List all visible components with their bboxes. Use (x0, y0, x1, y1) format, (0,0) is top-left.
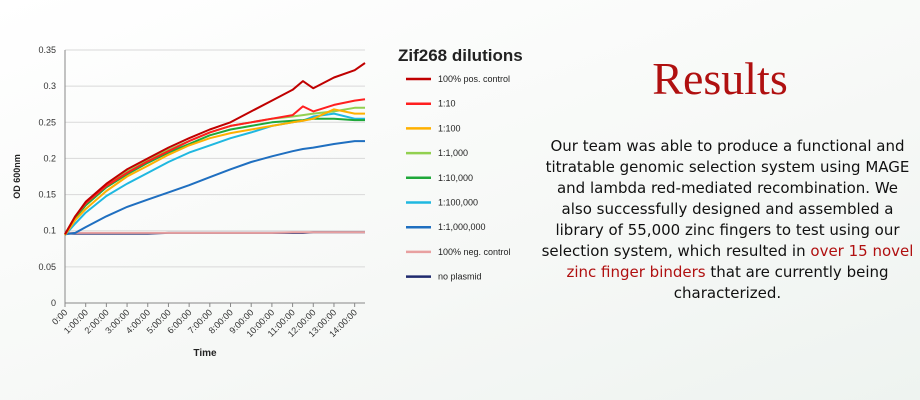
y-tick-label: 0.25 (38, 117, 56, 127)
legend-label: 1:10 (438, 99, 456, 109)
series-line (64, 62, 366, 235)
legend-label: 1:100,000 (438, 198, 478, 208)
series-line (64, 140, 365, 236)
series-line (64, 117, 365, 236)
legend-label: 1:100 (438, 123, 461, 133)
paragraph-text: Our team was able to produce a functiona… (541, 137, 910, 260)
legend-label: 1:1,000,000 (438, 222, 486, 232)
y-axis-label: OD 600nm (12, 154, 22, 199)
series-line (64, 98, 366, 235)
series-line (64, 112, 365, 236)
x-axis-label: Time (193, 348, 217, 359)
y-tick-label: 0.2 (43, 153, 56, 163)
y-tick-label: 0.15 (38, 190, 56, 200)
legend-label: 1:10,000 (438, 173, 473, 183)
paragraph-text: that are currently being characterized. (673, 263, 889, 302)
y-tick-label: 0.1 (43, 226, 56, 236)
legend-label: 1:1,000 (438, 148, 468, 158)
heading: Results (652, 53, 788, 104)
paragraph: Our team was able to produce a functiona… (540, 136, 915, 304)
y-tick-label: 0.3 (43, 81, 56, 91)
legend-label: 100% pos. control (438, 74, 510, 84)
highlight: over 15 novel zinc finger binders (566, 242, 914, 281)
chart-title: Zif268 dilutions (398, 46, 523, 65)
legend-label: no plasmid (438, 272, 482, 282)
y-tick-label: 0.05 (38, 262, 56, 272)
y-tick-label: 0.35 (38, 45, 56, 55)
y-tick-label: 0 (51, 298, 56, 308)
series-line (65, 231, 365, 234)
legend-label: 100% neg. control (438, 247, 511, 257)
series-line (64, 108, 365, 236)
